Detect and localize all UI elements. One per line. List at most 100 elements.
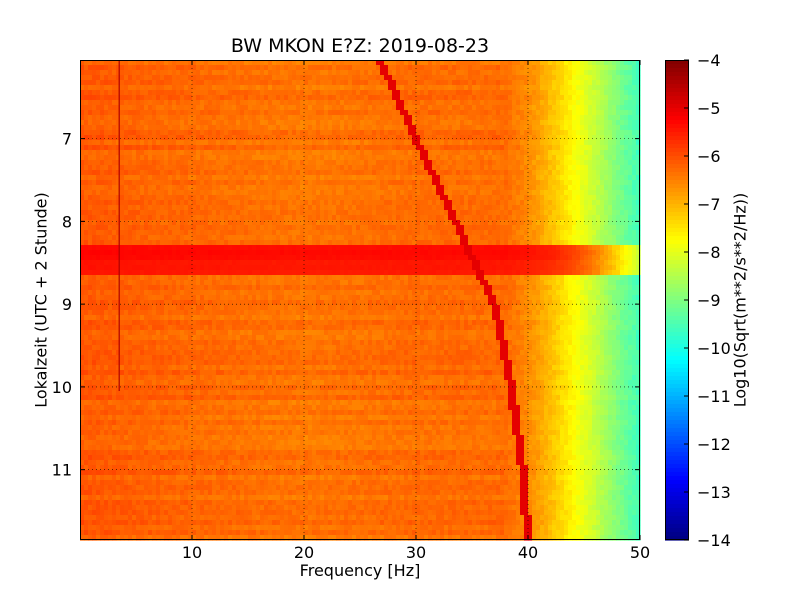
heatmap-cell bbox=[528, 150, 533, 156]
heatmap-cell bbox=[372, 200, 377, 206]
heatmap-cell bbox=[244, 90, 249, 96]
heatmap-cell bbox=[104, 110, 109, 116]
heatmap-cell bbox=[408, 185, 413, 191]
heatmap-cell bbox=[472, 65, 477, 71]
heatmap-cell bbox=[416, 75, 421, 81]
heatmap-cell bbox=[560, 210, 565, 216]
heatmap-cell bbox=[208, 95, 213, 101]
heatmap-cell bbox=[616, 100, 621, 106]
heatmap-cell bbox=[220, 90, 225, 96]
heatmap-cell bbox=[156, 70, 161, 76]
heatmap-cell bbox=[512, 215, 517, 221]
heatmap-cell bbox=[196, 195, 201, 201]
heatmap-cell bbox=[328, 135, 333, 141]
heatmap-cell bbox=[612, 140, 617, 146]
heatmap-cell bbox=[232, 140, 237, 146]
heatmap-cell bbox=[104, 215, 109, 221]
heatmap-cell bbox=[508, 170, 513, 176]
heatmap-cell bbox=[104, 75, 109, 81]
heatmap-cell bbox=[280, 185, 285, 191]
heatmap-cell bbox=[332, 190, 337, 196]
heatmap-cell bbox=[300, 225, 305, 231]
heatmap-cell bbox=[136, 70, 141, 76]
heatmap-cell bbox=[84, 60, 89, 66]
heatmap-cell bbox=[560, 105, 565, 111]
heatmap-cell bbox=[216, 220, 221, 226]
heatmap-cell bbox=[480, 155, 485, 161]
heatmap-cell bbox=[508, 85, 513, 91]
heatmap-cell bbox=[320, 130, 325, 136]
heatmap-cell bbox=[620, 105, 625, 111]
heatmap-cell bbox=[332, 215, 337, 221]
heatmap-cell bbox=[632, 60, 637, 66]
heatmap-cell bbox=[164, 95, 169, 101]
heatmap-cell bbox=[536, 210, 541, 216]
heatmap-cell bbox=[312, 145, 317, 151]
heatmap-cell bbox=[328, 195, 333, 201]
heatmap-cell bbox=[384, 90, 389, 96]
heatmap-cell bbox=[496, 115, 501, 121]
heatmap-cell bbox=[604, 205, 609, 211]
heatmap-cell bbox=[332, 95, 337, 101]
heatmap-cell bbox=[368, 90, 373, 96]
heatmap-cell bbox=[568, 175, 573, 181]
heatmap-cell bbox=[612, 180, 617, 186]
heatmap-cell bbox=[324, 135, 329, 141]
heatmap-cell bbox=[616, 175, 621, 181]
heatmap-cell bbox=[260, 80, 265, 86]
heatmap-cell bbox=[112, 155, 117, 161]
heatmap-cell bbox=[284, 145, 289, 151]
heatmap-cell bbox=[348, 70, 353, 76]
heatmap-cell bbox=[96, 125, 101, 131]
heatmap-cell bbox=[168, 115, 173, 121]
heatmap-cell bbox=[468, 205, 473, 211]
heatmap-cell bbox=[184, 200, 189, 206]
heatmap-cell bbox=[492, 110, 497, 116]
heatmap-cell bbox=[292, 70, 297, 76]
heatmap-cell bbox=[188, 70, 193, 76]
heatmap-cell bbox=[504, 205, 509, 211]
heatmap-cell bbox=[428, 90, 433, 96]
heatmap-cell bbox=[596, 170, 601, 176]
heatmap-cell bbox=[456, 200, 461, 206]
heatmap-cell bbox=[248, 160, 253, 166]
heatmap-cell bbox=[404, 225, 409, 231]
heatmap-cell bbox=[340, 120, 345, 126]
heatmap-cell bbox=[380, 85, 385, 91]
heatmap-cell bbox=[428, 115, 433, 121]
heatmap-cell bbox=[376, 130, 381, 136]
heatmap-cell bbox=[564, 175, 569, 181]
heatmap-cell bbox=[136, 85, 141, 91]
heatmap-cell bbox=[508, 120, 513, 126]
heatmap-cell bbox=[88, 140, 93, 146]
heatmap-cell bbox=[196, 70, 201, 76]
heatmap-cell bbox=[348, 215, 353, 221]
heatmap-cell bbox=[204, 215, 209, 221]
heatmap-cell bbox=[120, 145, 125, 151]
heatmap-cell bbox=[428, 230, 433, 236]
heatmap-cell bbox=[172, 205, 177, 211]
heatmap-cell bbox=[504, 225, 509, 231]
heatmap-cell bbox=[588, 190, 593, 196]
heatmap-cell bbox=[332, 195, 337, 201]
heatmap-cell bbox=[452, 140, 457, 146]
heatmap-cell bbox=[568, 215, 573, 221]
heatmap-cell bbox=[88, 200, 93, 206]
heatmap-cell bbox=[120, 65, 125, 71]
heatmap-cell bbox=[464, 200, 469, 206]
heatmap-cell bbox=[396, 130, 401, 136]
heatmap-cell bbox=[580, 150, 585, 156]
heatmap-cell bbox=[116, 65, 121, 71]
heatmap-cell bbox=[132, 75, 137, 81]
heatmap-cell bbox=[604, 195, 609, 201]
heatmap-cell bbox=[520, 185, 525, 191]
heatmap-cell bbox=[444, 95, 449, 101]
heatmap-cell bbox=[316, 120, 321, 126]
heatmap-cell bbox=[528, 205, 533, 211]
heatmap-cell bbox=[104, 140, 109, 146]
heatmap-cell bbox=[508, 90, 513, 96]
heatmap-cell bbox=[560, 140, 565, 146]
heatmap-cell bbox=[304, 115, 309, 121]
heatmap-cell bbox=[476, 115, 481, 121]
heatmap-cell bbox=[620, 110, 625, 116]
